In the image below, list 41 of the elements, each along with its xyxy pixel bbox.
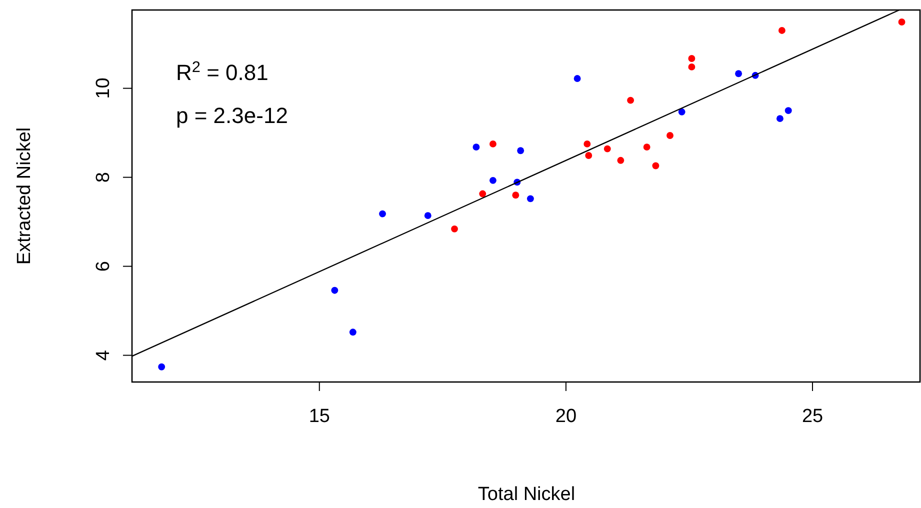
point xyxy=(604,145,611,152)
point xyxy=(331,286,338,294)
point xyxy=(379,210,386,218)
point xyxy=(678,108,686,116)
point xyxy=(784,107,792,114)
point xyxy=(479,190,486,198)
point xyxy=(472,144,480,151)
point xyxy=(585,152,592,159)
annotation: R$^{2}$ = 0.81 xyxy=(176,58,268,85)
point xyxy=(666,132,674,139)
point xyxy=(451,225,458,232)
point xyxy=(898,18,906,26)
x-tick-label: 15 xyxy=(308,406,330,427)
point xyxy=(526,195,534,202)
point xyxy=(584,140,591,148)
annotation: p = 2.3e-12 xyxy=(176,103,288,128)
x-tick-label: 20 xyxy=(555,406,577,427)
point xyxy=(617,156,624,164)
y-tick-label: 8 xyxy=(93,172,114,183)
point xyxy=(517,147,524,154)
point xyxy=(643,144,650,151)
y-axis-title: Extracted Nickel xyxy=(14,127,35,265)
point xyxy=(688,55,696,62)
point xyxy=(735,70,742,78)
point xyxy=(512,192,520,199)
point xyxy=(349,328,356,336)
point xyxy=(652,162,660,170)
point xyxy=(574,75,581,82)
x-axis-title: Total Nickel xyxy=(478,484,576,505)
point xyxy=(776,115,784,122)
point xyxy=(688,63,696,70)
point xyxy=(424,212,432,220)
x-tick-label: 25 xyxy=(802,406,824,427)
point xyxy=(489,140,496,148)
y-tick-label: 10 xyxy=(93,78,114,99)
y-tick-label: 4 xyxy=(93,350,114,361)
point xyxy=(489,176,496,184)
point xyxy=(778,27,786,34)
point xyxy=(158,363,166,370)
y-tick-label: 6 xyxy=(93,261,114,272)
point xyxy=(627,96,634,104)
